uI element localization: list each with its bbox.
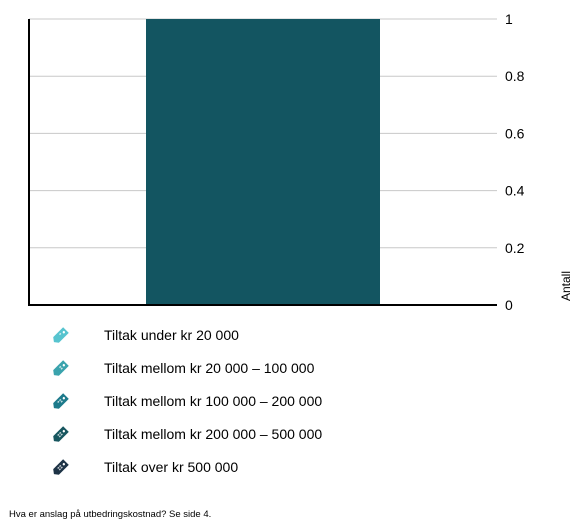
legend-label: Tiltak mellom kr 100 000 – 200 000: [104, 392, 323, 409]
legend-label: Tiltak mellom kr 200 000 – 500 000: [104, 425, 323, 442]
legend-item-200000-500000: Tiltak mellom kr 200 000 – 500 000: [50, 417, 322, 450]
price-tag-icon: [50, 324, 72, 346]
legend-label: Tiltak over kr 500 000: [104, 458, 239, 475]
bars: [146, 19, 380, 305]
price-tag-icon: [50, 456, 72, 478]
price-tag-icon: [50, 357, 72, 379]
legend-label: Tiltak under kr 20 000: [104, 326, 239, 343]
y-tick-label: 0.4: [505, 183, 525, 199]
y-tick-labels: 0 0.2 0.4 0.6 0.8 1: [505, 11, 525, 313]
legend-label: Tiltak mellom kr 20 000 – 100 000: [104, 359, 315, 376]
legend-item-under-20000: Tiltak under kr 20 000: [50, 318, 322, 351]
price-tag-icon: [50, 390, 72, 412]
footnote: Hva er anslag på utbedringskostnad? Se s…: [9, 509, 212, 520]
price-tag-icon: [50, 423, 72, 445]
legend-item-20000-100000: Tiltak mellom kr 20 000 – 100 000: [50, 351, 322, 384]
bar-chart: 0 0.2 0.4 0.6 0.8 1 Antall: [28, 11, 573, 313]
y-tick-label: 0.8: [505, 68, 525, 84]
y-tick-label: 1: [505, 11, 513, 27]
legend: Tiltak under kr 20 000 Tiltak mellom kr …: [50, 318, 322, 483]
y-axis-label: Antall: [559, 271, 573, 301]
legend-item-100000-200000: Tiltak mellom kr 100 000 – 200 000: [50, 384, 322, 417]
bar: [146, 19, 380, 305]
y-tick-label: 0.2: [505, 240, 525, 256]
y-tick-label: 0: [505, 297, 513, 313]
y-tick-label: 0.6: [505, 125, 525, 141]
axes: [28, 19, 497, 306]
legend-item-over-500000: Tiltak over kr 500 000: [50, 450, 322, 483]
